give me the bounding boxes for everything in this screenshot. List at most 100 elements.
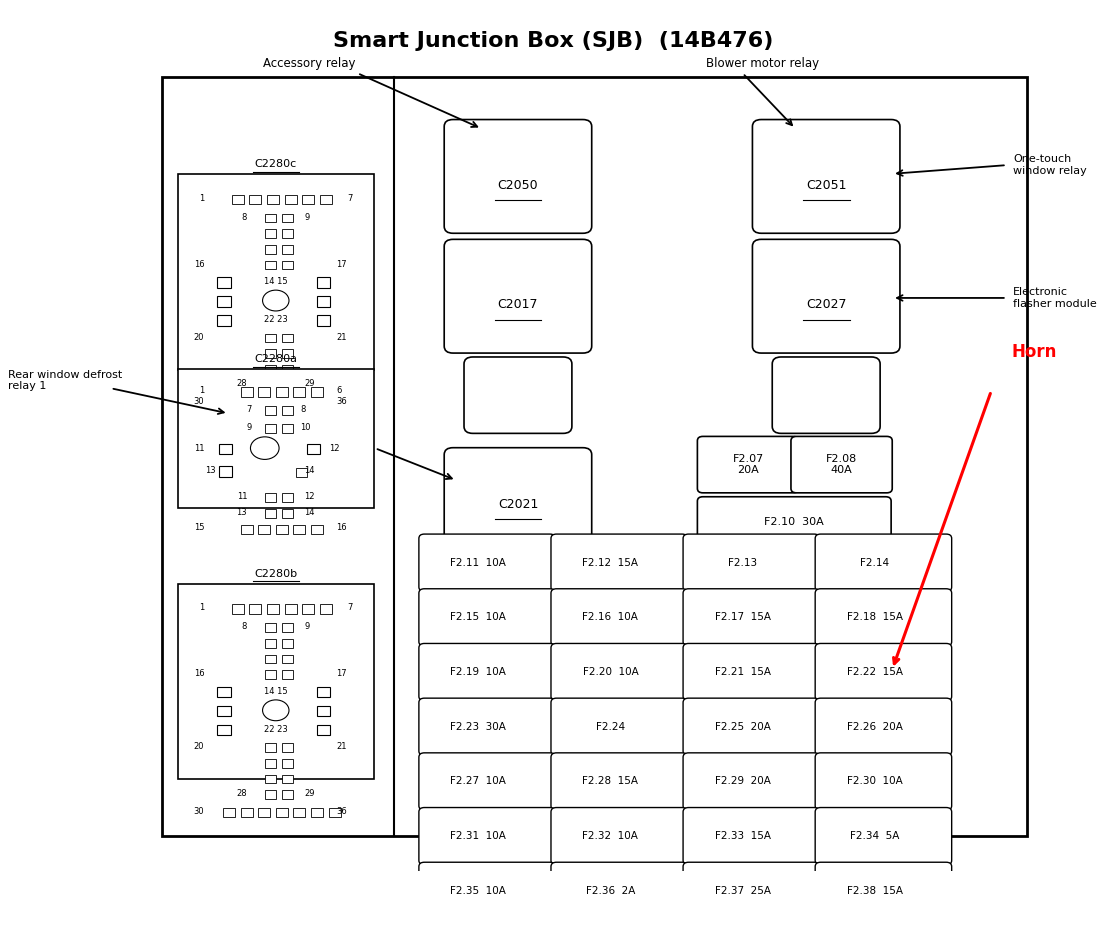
Text: F2.11  10A: F2.11 10A (450, 558, 506, 567)
Text: F2.32  10A: F2.32 10A (583, 831, 638, 841)
Bar (265, 624, 275, 632)
Text: 14: 14 (304, 508, 314, 517)
Text: 9: 9 (304, 213, 310, 222)
Bar (275, 388, 288, 397)
Bar (265, 407, 275, 415)
Text: F2.33  15A: F2.33 15A (715, 831, 771, 841)
Bar (282, 407, 293, 415)
Text: Accessory relay: Accessory relay (263, 57, 355, 70)
FancyBboxPatch shape (419, 644, 555, 701)
Text: 1: 1 (199, 387, 205, 395)
Text: Smart Junction Box (SJB)  (14B476): Smart Junction Box (SJB) (14B476) (333, 30, 773, 51)
FancyBboxPatch shape (419, 698, 555, 756)
Bar (265, 245, 275, 254)
FancyBboxPatch shape (419, 862, 555, 919)
Bar (317, 687, 330, 697)
Bar (265, 655, 275, 663)
FancyBboxPatch shape (683, 807, 819, 865)
Bar (282, 639, 293, 647)
Text: 21: 21 (337, 332, 347, 342)
Bar (223, 807, 235, 817)
Bar (265, 423, 275, 433)
Text: 14 15: 14 15 (264, 277, 288, 286)
Text: F2.23  30A: F2.23 30A (450, 722, 506, 732)
Bar (293, 398, 305, 407)
Text: 12: 12 (304, 492, 314, 502)
Text: F2.24: F2.24 (595, 722, 626, 732)
Text: 8: 8 (242, 622, 247, 631)
Bar (250, 604, 262, 614)
Text: F2.16  10A: F2.16 10A (583, 613, 638, 622)
Text: 1: 1 (199, 194, 205, 202)
Text: F2.12  15A: F2.12 15A (582, 558, 639, 567)
Text: F2.20  10A: F2.20 10A (583, 667, 638, 678)
Bar (217, 315, 231, 326)
Bar (265, 493, 275, 502)
Text: F2.15  10A: F2.15 10A (450, 613, 506, 622)
Text: 9: 9 (304, 622, 310, 631)
Text: Horn: Horn (1012, 343, 1056, 360)
FancyBboxPatch shape (683, 698, 819, 756)
FancyBboxPatch shape (815, 917, 951, 941)
Text: 7: 7 (347, 194, 352, 202)
Text: 36: 36 (337, 806, 347, 816)
Text: F2.08
40A: F2.08 40A (826, 454, 857, 475)
Text: 7: 7 (347, 603, 352, 613)
Bar (265, 774, 275, 783)
FancyBboxPatch shape (815, 589, 951, 646)
Bar (320, 604, 332, 614)
FancyBboxPatch shape (551, 862, 687, 919)
FancyBboxPatch shape (551, 644, 687, 701)
Text: Blower motor relay: Blower motor relay (706, 57, 819, 70)
Bar (217, 726, 231, 736)
FancyBboxPatch shape (551, 534, 687, 591)
Text: F2.25  20A: F2.25 20A (715, 722, 771, 732)
Text: C2027: C2027 (806, 298, 846, 311)
Bar (284, 604, 297, 614)
Bar (217, 687, 231, 697)
Text: 15: 15 (194, 523, 205, 533)
Bar (282, 509, 293, 518)
Bar (302, 195, 314, 204)
Text: F2.31  10A: F2.31 10A (450, 831, 506, 841)
Bar (282, 245, 293, 254)
Text: 29: 29 (304, 379, 314, 389)
Bar (329, 807, 340, 817)
FancyBboxPatch shape (551, 917, 687, 941)
Bar (265, 230, 275, 238)
Text: C2280b: C2280b (254, 568, 298, 579)
Text: 16: 16 (194, 669, 205, 678)
FancyBboxPatch shape (815, 807, 951, 865)
Bar (282, 423, 293, 433)
Text: F2.18  15A: F2.18 15A (847, 613, 903, 622)
FancyBboxPatch shape (683, 917, 819, 941)
FancyBboxPatch shape (551, 753, 687, 810)
Text: F2.19  10A: F2.19 10A (450, 667, 506, 678)
Text: 14 15: 14 15 (264, 687, 288, 695)
Bar (218, 444, 232, 455)
Bar (293, 388, 305, 397)
Bar (282, 759, 293, 768)
Bar (265, 214, 275, 222)
Bar (317, 706, 330, 716)
Bar (329, 398, 340, 407)
Bar (265, 639, 275, 647)
Bar (275, 398, 288, 407)
Bar (311, 388, 323, 397)
Text: F2.17  15A: F2.17 15A (715, 613, 771, 622)
Text: C2017: C2017 (498, 298, 538, 311)
Text: C2280c: C2280c (255, 159, 297, 169)
Text: 1: 1 (199, 603, 205, 613)
Bar (265, 380, 275, 389)
FancyBboxPatch shape (683, 534, 819, 591)
Bar (217, 706, 231, 716)
FancyBboxPatch shape (444, 120, 592, 233)
Bar (265, 365, 275, 374)
Text: 28: 28 (236, 379, 247, 389)
Bar (317, 726, 330, 736)
Bar (265, 261, 275, 269)
Bar (232, 604, 244, 614)
Bar (282, 261, 293, 269)
Text: F2.30  10A: F2.30 10A (847, 776, 903, 787)
Bar (317, 277, 330, 288)
